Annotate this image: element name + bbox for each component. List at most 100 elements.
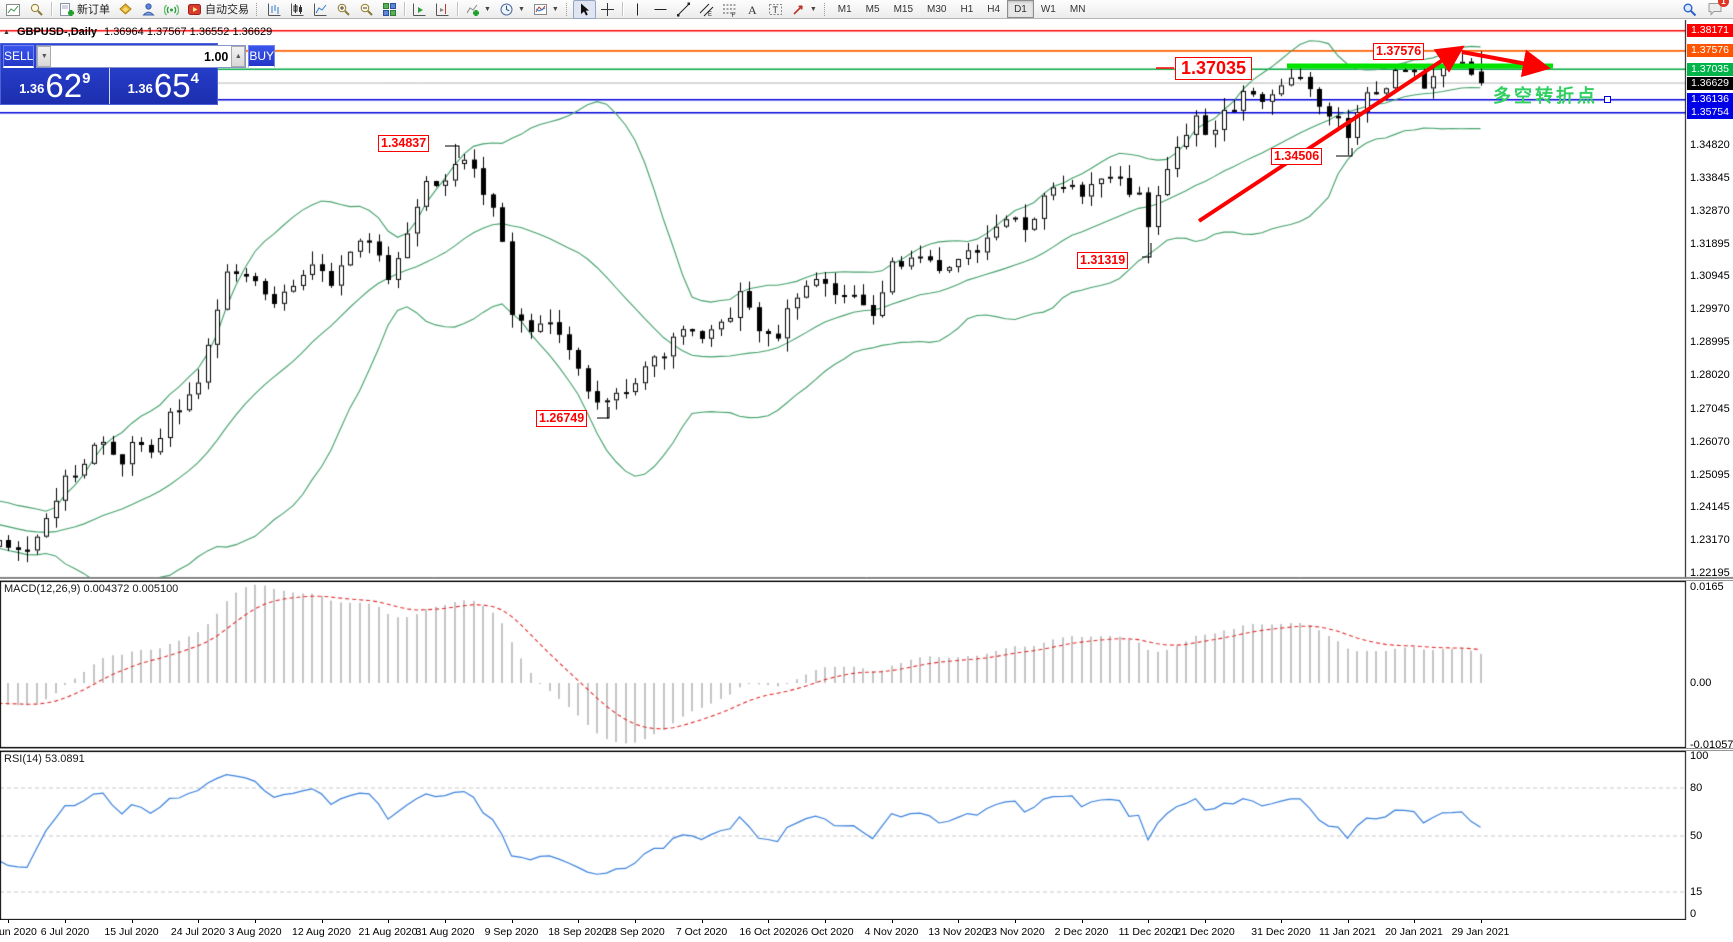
volume-spinbox: ▼ ▲ [36,45,247,68]
macd-pane-canvas[interactable] [0,581,1733,748]
text-tool[interactable]: A [741,0,764,19]
bull-bear-note[interactable]: 多空转折点 [1493,86,1598,106]
buy-button[interactable]: BUY [248,45,276,68]
chart-candles-icon[interactable] [286,0,309,19]
tf-MN[interactable]: MN [1069,3,1086,15]
zoom-in-icon[interactable] [332,0,355,19]
price-tick-1.33845: 1.33845 [1690,171,1730,184]
equidistant-channel-tool[interactable]: E [695,0,718,19]
date-tick [1015,920,1016,923]
date-tick [1081,920,1083,923]
pane-separator[interactable] [0,748,1733,751]
date-tick [255,920,256,923]
price-tick-1.28995: 1.28995 [1690,336,1730,349]
tf-H1[interactable]: H1 [960,3,974,15]
price-annotation-1.37576[interactable]: 1.37576 [1373,43,1425,60]
date-tick [1480,920,1482,923]
chart-title: GBPUSD-,Daily [16,26,98,38]
chevron-down-icon: ▼ [517,5,525,13]
date-label-28-Sep-2020: 28 Sep 2020 [605,926,665,938]
buy-price-sup: 4 [190,70,199,87]
volume-input[interactable] [51,46,232,67]
vps-signal-icon[interactable] [160,0,183,19]
chart-line-icon[interactable] [309,0,332,19]
new-order-button[interactable]: 新订单 [55,0,114,19]
indicators-button[interactable]: ▼ [461,0,495,19]
line-selection-handle[interactable] [1604,96,1611,104]
date-label-4-Nov-2020: 4 Nov 2020 [864,926,919,938]
market-icon[interactable] [114,0,137,19]
chart-window-icon[interactable] [2,0,25,19]
periods-button[interactable]: ▼ [495,0,529,19]
price-annotation-1.26749[interactable]: 1.26749 [536,410,588,427]
date-tick [445,920,446,923]
rsi-tick-100: 100 [1690,750,1709,762]
tf-H4[interactable]: H4 [987,3,1001,15]
chart-shift-icon[interactable] [431,0,454,19]
date-label-13-Nov-2020: 13 Nov 2020 [928,926,988,938]
main-toolbar: 新订单 自动交易 ▼ ▼ ▼ E F A T ▼ M1 M5 M15 M30 H1 H4 D… [0,0,1733,19]
chart-bars-icon[interactable] [263,0,286,19]
notifications-button[interactable]: 1 [1707,0,1729,18]
auto-scroll-icon[interactable] [408,0,431,19]
chart-header: ▲ GBPUSD-,Daily 1.36964 1.37567 1.36552 … [3,26,272,38]
rsi-pane-canvas[interactable] [0,751,1733,920]
macd-name: MACD(12,26,9) [4,583,81,595]
new-order-icon [60,2,74,16]
price-tick-1.28020: 1.28020 [1690,369,1730,382]
date-label-6-Jul-2020: 6 Jul 2020 [40,926,90,938]
date-label-9-Sep-2020: 9 Sep 2020 [484,926,539,938]
rsi-name: RSI(14) [4,753,42,765]
notification-badge: 1 [1718,0,1729,7]
pane-separator[interactable] [0,578,1733,581]
vertical-line-tool[interactable] [626,0,649,19]
tf-M5[interactable]: M5 [865,3,880,15]
price-annotation-1.31319[interactable]: 1.31319 [1077,252,1129,269]
rsi-value: 53.0891 [44,753,85,765]
date-tick [8,920,9,923]
volume-decrease-button[interactable]: ▼ [37,46,52,67]
cursor-tool[interactable] [572,0,596,19]
sell-button[interactable]: SELL [3,45,35,68]
crosshair-tool[interactable] [596,0,619,19]
collapse-marker-icon[interactable]: ▲ [3,28,10,36]
price-tick-1.31895: 1.31895 [1690,237,1730,250]
tf-W1[interactable]: W1 [1040,3,1056,15]
date-tick [958,920,959,923]
volume-increase-button[interactable]: ▲ [231,46,246,67]
date-label-24-Jul-2020: 24 Jul 2020 [170,926,226,938]
date-label-23-Nov-2020: 23 Nov 2020 [985,926,1045,938]
date-tick [388,920,389,923]
price-chart-canvas[interactable] [0,20,1733,578]
tile-windows-icon[interactable] [378,0,401,19]
clock-icon [500,3,513,15]
toolbar-separator [51,2,52,16]
date-label-18-Sep-2020: 18 Sep 2020 [548,926,608,938]
tf-M30[interactable]: M30 [927,3,947,15]
zoom-out-icon[interactable] [355,0,378,19]
price-tick-1.34820: 1.34820 [1690,138,1730,151]
buy-price[interactable]: 1.36 65 4 [108,68,218,104]
price-annotation-1.37035[interactable]: 1.37035 [1175,57,1253,80]
price-annotation-1.34506[interactable]: 1.34506 [1271,148,1323,165]
templates-button[interactable]: ▼ [529,0,563,19]
date-tick [1281,920,1282,923]
autotrading-button[interactable]: 自动交易 [183,0,253,19]
toolbar-grip [823,2,828,16]
signals-icon[interactable] [137,0,160,19]
arrows-tool[interactable]: ▼ [787,0,821,19]
fibonacci-tool[interactable]: F [718,0,741,19]
tf-M15[interactable]: M15 [893,3,914,15]
market-watch-icon[interactable] [25,0,48,19]
sell-price[interactable]: 1.36 62 9 [1,68,109,104]
price-annotation-1.34837[interactable]: 1.34837 [378,135,430,152]
trendline-tool[interactable] [672,0,695,19]
horizontal-line-tool[interactable] [649,0,672,19]
date-tick [321,920,323,923]
date-tick [825,920,826,923]
tf-D1[interactable]: D1 [1007,0,1034,18]
text-label-tool[interactable]: T [764,0,787,19]
search-icon[interactable] [1682,2,1697,17]
tf-M1[interactable]: M1 [837,3,852,15]
